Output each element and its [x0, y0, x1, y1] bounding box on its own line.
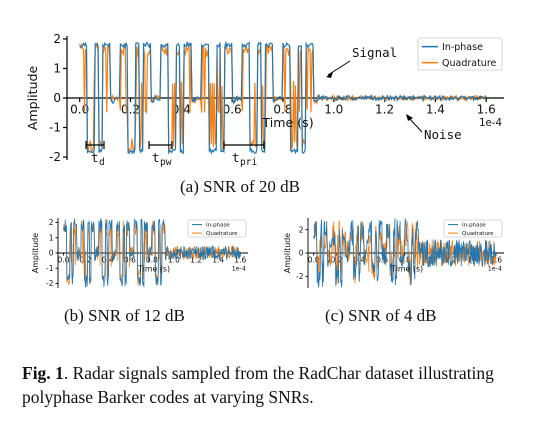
x-tick-label: 1.0 [168, 256, 180, 265]
y-tick-label: 2 [299, 225, 304, 234]
x-tick-label: 0.2 [121, 102, 140, 116]
annotation-noise-arrowhead [406, 114, 413, 121]
caption-a: (a) SNR of 20 dB [180, 177, 300, 196]
legend-box [417, 37, 503, 71]
series-inphase [63, 217, 241, 288]
y-tick-label: -1 [46, 264, 54, 273]
x-tick-label: 1.2 [190, 256, 202, 265]
y-tick-label: -2 [296, 272, 304, 281]
annotation-signal-arrow [327, 60, 351, 76]
annotation-tpw-label: t [152, 150, 160, 165]
legend-entry: In-phase [206, 223, 230, 229]
x-tick-label: 1.2 [375, 102, 394, 116]
annotation-tpri-label: t [232, 150, 240, 165]
x-tick-label: 0.0 [308, 256, 320, 265]
annotation-tpri-subscript: pri [240, 157, 257, 168]
y-tick-label: 2 [49, 218, 54, 227]
x-offset-label: 1e-4 [488, 265, 502, 273]
x-tick-label: 1.4 [212, 256, 224, 265]
legend-entry: Quadrature [206, 231, 238, 237]
series-inphase [313, 218, 497, 288]
annotation-signal-arrowhead [326, 72, 333, 78]
x-axis-label: Time (s) [261, 115, 313, 130]
y-tick-label: 0 [49, 249, 54, 258]
y-tick-label: 1 [49, 233, 54, 242]
x-tick-label: 0.6 [376, 256, 388, 265]
y-tick-label: 2 [53, 32, 61, 46]
legend-entry: In-phase [462, 223, 486, 229]
y-tick-label: -1 [49, 121, 61, 135]
x-tick-label: 0.6 [223, 102, 242, 116]
x-tick-label: 0.8 [146, 256, 158, 265]
x-tick-label: 0.4 [353, 256, 365, 265]
figure-caption-text: . Radar signals sampled from the RadChar… [22, 363, 494, 407]
annotation-noise-arrow [408, 117, 423, 133]
y-axis-label: Amplitude [31, 233, 40, 273]
caption-c: (c) SNR of 4 dB [325, 306, 437, 325]
x-tick-label: 1.0 [324, 102, 343, 116]
annotation-signal: Signal [352, 45, 397, 60]
x-tick-label: 0.8 [273, 102, 292, 116]
x-tick-label: 1.6 [234, 256, 246, 265]
annotation-td-label: t [91, 150, 99, 165]
x-axis-label: Time (s) [390, 264, 423, 273]
y-tick-label: 0 [299, 249, 304, 258]
x-tick-label: 1.6 [490, 256, 502, 265]
legend-entry: Quadrature [462, 231, 494, 237]
x-tick-label: 1.4 [426, 102, 445, 116]
legend: In-phase Quadrature [417, 37, 503, 71]
legend-box [443, 219, 503, 238]
caption-b: (b) SNR of 12 dB [64, 306, 185, 325]
y-tick-label: -2 [46, 279, 54, 288]
annotation-tpw-subscript: pw [160, 157, 172, 168]
annotation-noise: Noise [424, 127, 462, 142]
x-tick-label: 1.2 [444, 256, 456, 265]
x-tick-label: 0.8 [399, 256, 411, 265]
x-tick-label: 0.0 [58, 256, 70, 265]
x-tick-label: 0.2 [331, 256, 343, 265]
annotation-td-subscript: d [99, 157, 105, 168]
y-axis-label: Amplitude [283, 233, 292, 273]
x-offset-label: 1e-4 [479, 118, 502, 129]
figure-caption-label: Fig. 1 [22, 363, 64, 383]
x-offset-label: 1e-4 [232, 265, 246, 273]
legend-entry: In-phase [442, 42, 483, 53]
y-tick-label: -2 [49, 150, 61, 164]
series-inphase [79, 40, 487, 155]
legend-box [187, 219, 247, 238]
legend-entry: Quadrature [442, 58, 497, 69]
y-axis-label: Amplitude [25, 65, 40, 130]
x-axis-label: Time (s) [137, 264, 170, 273]
legend: In-phase Quadrature [187, 219, 247, 238]
legend: In-phase Quadrature [443, 219, 503, 238]
y-tick-label: 1 [53, 62, 61, 76]
y-tick-label: 0 [53, 91, 61, 105]
figure-caption: Fig. 1. Radar signals sampled from the R… [22, 361, 532, 409]
x-tick-label: 1.6 [477, 102, 496, 116]
